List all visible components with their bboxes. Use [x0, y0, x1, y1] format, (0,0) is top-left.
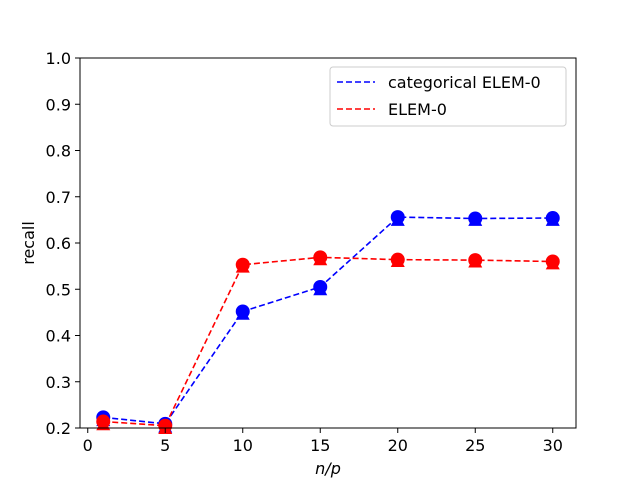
y-tick-label: 0.7 — [46, 188, 71, 207]
y-tick-label: 0.3 — [46, 373, 71, 392]
circle-marker — [313, 250, 328, 265]
legend-label: ELEM-0 — [388, 100, 447, 119]
circle-marker — [313, 279, 328, 294]
plot-marks — [96, 210, 560, 434]
x-axis-ticks: 0 5 10 15 20 25 30 — [83, 428, 563, 455]
circle-marker — [390, 252, 405, 267]
circle-marker — [545, 211, 560, 226]
y-tick-label: 0.8 — [46, 142, 71, 161]
x-axis-label: n/p — [315, 459, 341, 478]
x-tick-label: 10 — [233, 436, 253, 455]
y-axis-ticks: 0.2 0.3 0.4 0.5 0.6 0.7 0.8 0.9 1.0 — [46, 49, 80, 438]
circle-marker — [545, 254, 560, 269]
y-tick-label: 0.9 — [46, 95, 71, 114]
legend: categorical ELEM-0 ELEM-0 — [329, 66, 567, 127]
legend-label: categorical ELEM-0 — [388, 73, 541, 92]
x-tick-label: 15 — [310, 436, 330, 455]
circle-marker — [235, 304, 250, 319]
series-1 — [96, 210, 560, 433]
y-tick-label: 0.6 — [46, 234, 71, 253]
circle-marker — [158, 418, 173, 433]
x-tick-label: 0 — [83, 436, 93, 455]
circle-marker — [390, 210, 405, 225]
legend-box — [329, 66, 567, 127]
x-tick-label: 5 — [160, 436, 170, 455]
circle-marker — [235, 257, 250, 272]
y-axis-label: recall — [19, 221, 38, 265]
y-tick-label: 0.2 — [46, 419, 71, 438]
y-tick-label: 0.4 — [46, 327, 71, 346]
x-tick-label: 20 — [388, 436, 408, 455]
circle-marker — [96, 414, 111, 429]
circle-marker — [468, 253, 483, 268]
x-tick-label: 30 — [543, 436, 563, 455]
series-2 — [96, 250, 560, 434]
y-tick-label: 1.0 — [46, 49, 71, 68]
y-tick-label: 0.5 — [46, 280, 71, 299]
x-tick-label: 25 — [465, 436, 485, 455]
circle-marker — [468, 211, 483, 226]
